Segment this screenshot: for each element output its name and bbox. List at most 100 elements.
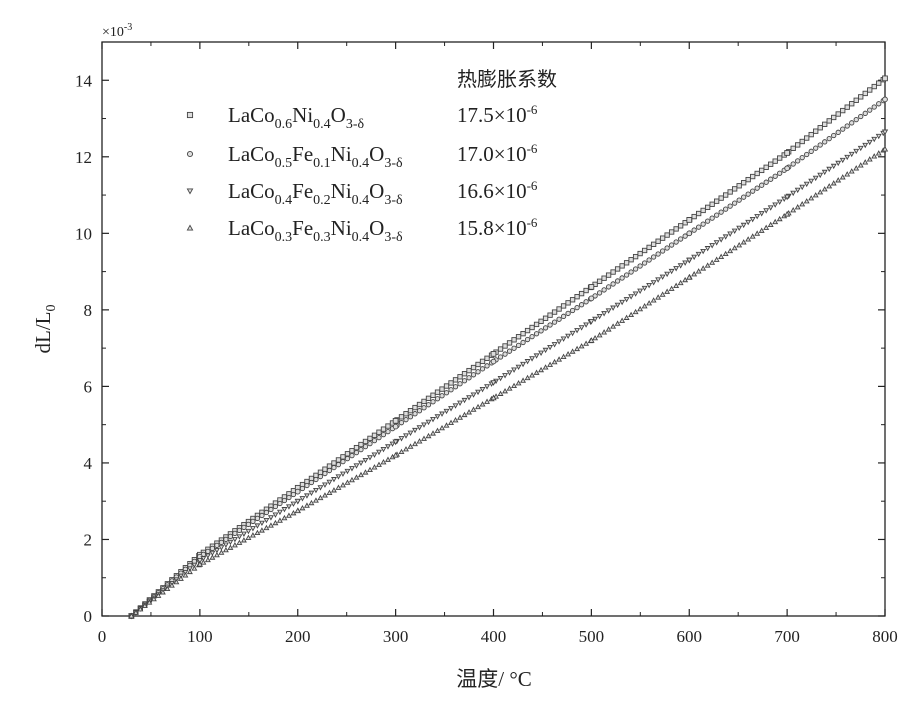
series-sample-marker bbox=[727, 203, 733, 209]
series-sample-marker bbox=[749, 233, 756, 239]
legend-coefficient: 16.6×10-6 bbox=[457, 178, 538, 203]
series-sample-marker bbox=[137, 606, 144, 612]
series-sample-marker bbox=[317, 485, 324, 491]
series-sample-marker bbox=[664, 271, 671, 278]
series-sample-marker bbox=[713, 256, 720, 262]
series-sample-marker bbox=[335, 474, 342, 480]
series-sample-marker bbox=[267, 515, 274, 521]
series-sample-marker bbox=[641, 285, 648, 292]
series-sample-marker bbox=[443, 383, 450, 389]
data-point bbox=[490, 380, 497, 386]
series-sample-marker bbox=[385, 429, 391, 435]
series-sample-marker bbox=[862, 159, 869, 165]
series-sample-marker bbox=[475, 389, 482, 396]
x-tick-label: 700 bbox=[774, 627, 800, 646]
series-sample-marker bbox=[619, 275, 625, 281]
series-sample-marker bbox=[475, 403, 482, 410]
series-sample-marker bbox=[232, 530, 238, 537]
series-sample-marker bbox=[439, 393, 445, 399]
legend: LaCo0.6Ni0.4O3-δ 17.5×10-6LaCo0.5Fe0.1Ni0… bbox=[186, 102, 538, 245]
series-sample-marker bbox=[313, 476, 319, 483]
series-sample-marker bbox=[515, 364, 522, 371]
series-sample-marker bbox=[867, 87, 873, 93]
series-sample-marker bbox=[808, 131, 814, 138]
series-sample-marker bbox=[385, 456, 391, 462]
series-sample-marker bbox=[502, 343, 508, 349]
series-sample-marker bbox=[506, 370, 513, 376]
series-sample-marker bbox=[173, 578, 180, 585]
series-sample-marker bbox=[276, 517, 283, 523]
series-sample-marker bbox=[263, 517, 270, 524]
series-sample-marker bbox=[623, 314, 630, 320]
series-sample-marker bbox=[281, 497, 288, 504]
series-sample-marker bbox=[610, 323, 617, 329]
legend-label-part: O bbox=[331, 103, 346, 127]
series-sample-marker bbox=[466, 375, 472, 381]
series-sample-marker bbox=[655, 238, 661, 244]
legend-coefficient-exp: -6 bbox=[527, 215, 538, 230]
legend-marker bbox=[186, 188, 194, 195]
series-sample-marker bbox=[538, 318, 544, 324]
series-sample-marker bbox=[840, 126, 846, 132]
series-sample-marker bbox=[731, 228, 738, 234]
series-sample-marker bbox=[596, 313, 603, 320]
series-sample-marker bbox=[326, 467, 333, 474]
series-sample-marker bbox=[533, 321, 540, 328]
series-sample-marker bbox=[709, 201, 715, 207]
series-sample-marker bbox=[776, 199, 783, 205]
series-sample-marker bbox=[380, 447, 387, 453]
series-sample-marker bbox=[650, 254, 657, 260]
series-sample-marker bbox=[484, 355, 490, 361]
y-axis-title-sub: 0 bbox=[44, 305, 59, 312]
series-sample-marker bbox=[713, 240, 720, 246]
data-point bbox=[196, 558, 204, 564]
series-sample-marker bbox=[520, 377, 527, 383]
series-sample-marker bbox=[272, 519, 279, 526]
series-sample-marker bbox=[398, 448, 405, 455]
series-sample-marker bbox=[605, 308, 612, 314]
series-sample-marker bbox=[750, 173, 756, 180]
legend-label: LaCo0.3Fe0.3Ni0.4O3-δ bbox=[228, 216, 403, 245]
legend-marker bbox=[186, 111, 194, 119]
series-sample-marker bbox=[223, 536, 229, 543]
series-sample-marker bbox=[610, 305, 617, 311]
series-sample-marker bbox=[668, 242, 675, 248]
series-sample-marker bbox=[641, 303, 648, 309]
series-sample-marker bbox=[236, 539, 243, 545]
series-sample-marker bbox=[367, 435, 373, 442]
series-sample-marker bbox=[705, 218, 711, 224]
series-sample-marker bbox=[263, 524, 270, 531]
series-sample-marker bbox=[601, 287, 607, 293]
series-sample-marker bbox=[538, 328, 544, 334]
series-sample-marker bbox=[848, 168, 855, 174]
series-sample-marker bbox=[682, 276, 689, 283]
series-sample-marker bbox=[416, 401, 423, 408]
series-sample-marker bbox=[443, 408, 450, 415]
series-sample-marker bbox=[583, 299, 589, 305]
series-sample-marker bbox=[475, 369, 481, 375]
data-point bbox=[881, 145, 889, 152]
series-sample-marker bbox=[560, 303, 567, 309]
series-sample-marker bbox=[732, 200, 738, 206]
x-tick-label: 100 bbox=[187, 627, 213, 646]
legend-coefficient-exp: -6 bbox=[527, 178, 538, 193]
series-sample-marker bbox=[200, 559, 207, 565]
series-sample-marker bbox=[821, 169, 828, 176]
series-sample-marker bbox=[790, 145, 796, 151]
series-sample-marker bbox=[659, 235, 666, 241]
series-sample-marker bbox=[470, 392, 477, 398]
series-sample-marker bbox=[511, 382, 518, 389]
series-sample-marker bbox=[763, 164, 769, 170]
series-sample-marker bbox=[502, 387, 509, 394]
series-sample-marker bbox=[448, 419, 454, 426]
series-sample-marker bbox=[560, 336, 567, 342]
series-sample-marker bbox=[632, 308, 639, 315]
series-sample-marker bbox=[358, 446, 364, 453]
series-sample-marker bbox=[191, 562, 198, 569]
data-point bbox=[882, 75, 888, 82]
series-sample-marker bbox=[416, 408, 423, 414]
series-sample-marker bbox=[790, 207, 797, 213]
series-sample-marker bbox=[236, 534, 243, 540]
series-sample-marker bbox=[141, 602, 148, 609]
series-sample-marker bbox=[533, 353, 540, 359]
